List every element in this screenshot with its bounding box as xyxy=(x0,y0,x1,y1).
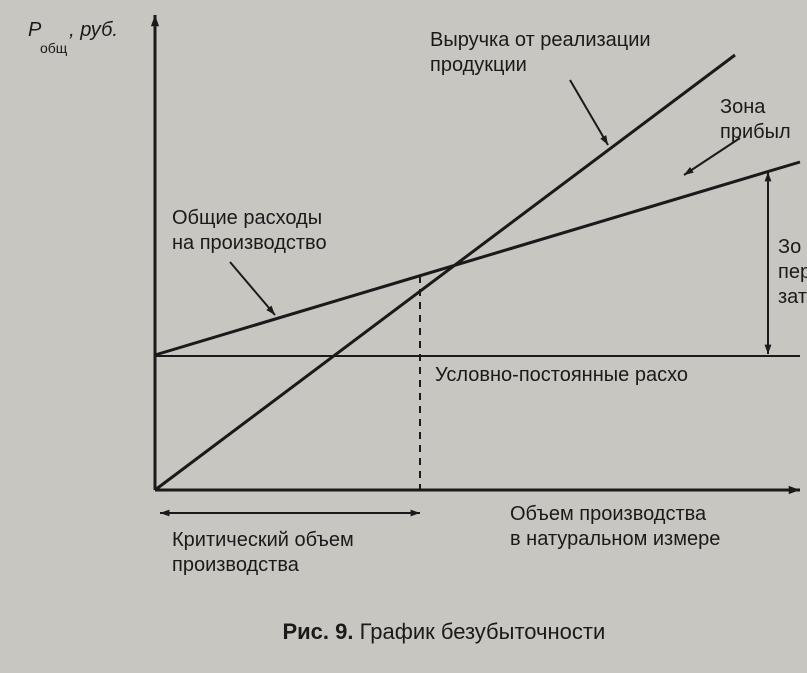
caption-prefix: Рис. 9. xyxy=(282,619,353,644)
caption-text: График безубыточности xyxy=(353,619,605,644)
figure-caption: Рис. 9. График безубыточности xyxy=(258,590,605,673)
fixed-cost-label: Условно-постоянные расхо xyxy=(435,363,688,388)
total-cost-label: Общие расходы на производство xyxy=(172,206,327,256)
variable-zone-label: Зо пер зат xyxy=(778,235,807,310)
y-axis-label: P , руб. xyxy=(28,18,118,43)
profit-zone-label: Зона прибыл xyxy=(720,95,791,145)
x-axis-label: Объем производства в натуральном измере xyxy=(510,502,720,552)
critical-volume-label: Критический объем производства xyxy=(172,528,354,578)
breakeven-chart: общ P , руб. Выручка от реализации проду… xyxy=(0,0,807,625)
revenue-label: Выручка от реализации продукции xyxy=(430,28,651,78)
